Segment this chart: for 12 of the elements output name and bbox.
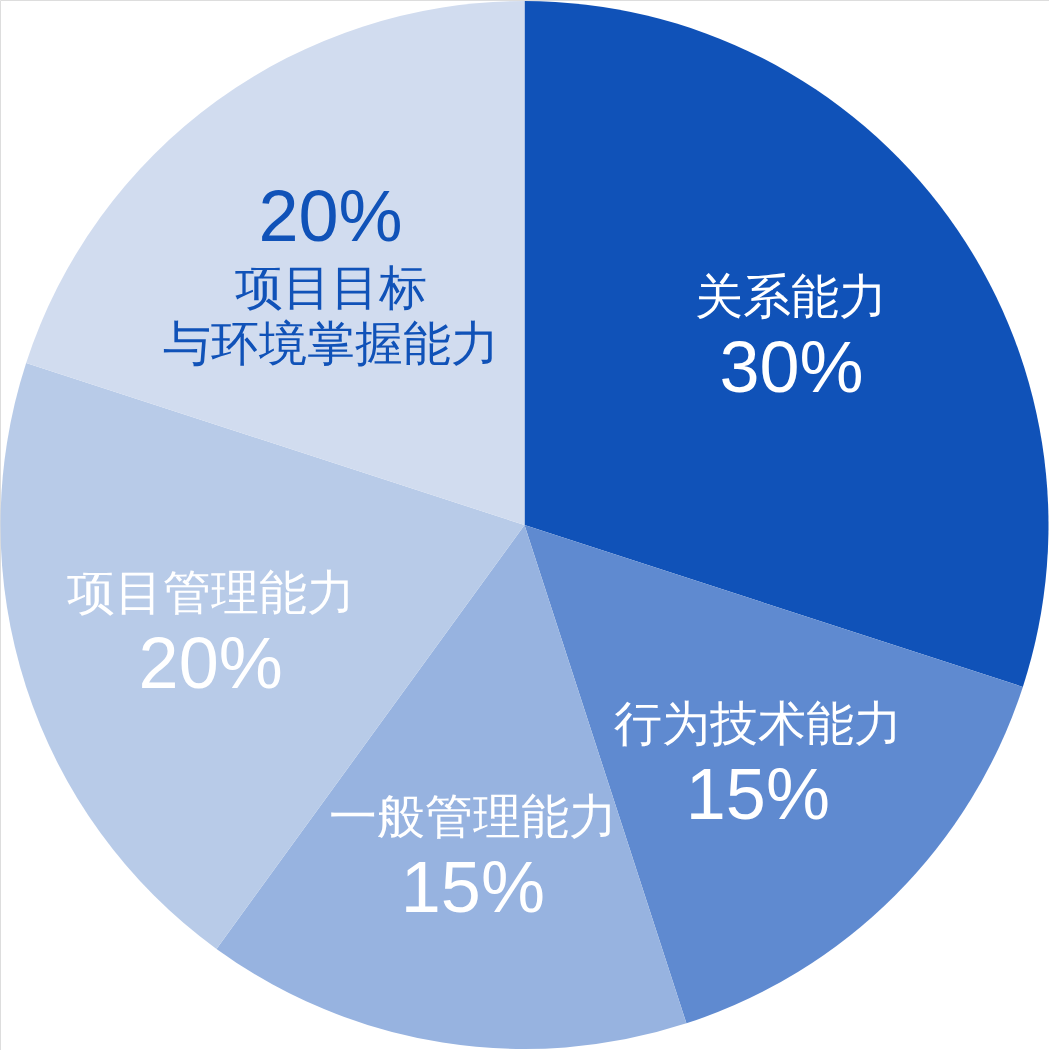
pie-slice	[524, 1, 1048, 687]
slice-label: 项目目标与环境掌握能力	[162, 261, 499, 371]
data-label: 15%	[400, 846, 545, 927]
slice-label: 一般管理能力	[328, 789, 617, 843]
slice-label: 行为技术能力	[613, 697, 902, 751]
slice-label: 项目管理能力	[66, 565, 355, 619]
pie-slice	[26, 1, 525, 525]
data-label: 15%	[685, 754, 830, 835]
slice-label: 关系能力	[695, 270, 888, 324]
data-label: 30%	[719, 327, 864, 408]
data-label: 20%	[138, 622, 283, 703]
data-label: 20%	[258, 176, 403, 257]
